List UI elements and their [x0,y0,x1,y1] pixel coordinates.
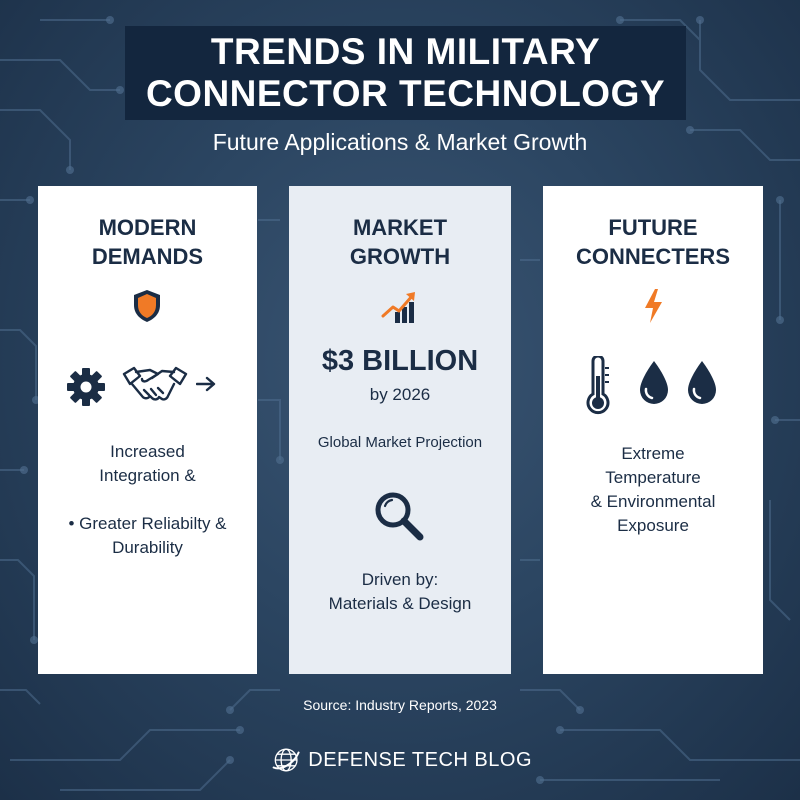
market-value-year: by 2026 [369,385,431,404]
modern-heading-line2: DEMANDS [91,244,204,269]
modern-point-1-line1: Increased [110,442,185,461]
water-drop-icon [640,361,668,404]
market-drivers-line1: Driven by: [361,570,439,589]
thermometer-icon [586,356,610,415]
future-connecters-heading: FUTURE CONNECTERS [543,213,763,271]
market-growth-card: MARKET GROWTH $3 BILLION by 2026 Global … [289,186,511,674]
market-heading-line2: GROWTH [349,244,451,269]
page-title-line2: CONNECTOR TECHNOLOGY [145,73,666,114]
future-heading-line2: CONNECTERS [575,244,730,269]
market-drivers: Driven by: Materials & Design [289,568,511,616]
market-projection-label: Global Market Projection [317,434,483,451]
market-value: $3 BILLION [321,345,479,377]
arrow-right-icon [196,376,216,392]
future-description-line2: Temperature [605,468,701,487]
market-drivers-line2: Materials & Design [328,594,472,613]
handshake-icon [122,366,188,401]
future-description: Extreme Temperature & Environmental Expo… [543,442,763,538]
water-drop-icon [688,361,716,404]
modern-point-1: Increased Integration & [38,440,257,488]
future-connecters-card: FUTURE CONNECTERS Extreme Temperature & … [543,186,763,674]
modern-demands-card: MODERN DEMANDS [38,186,257,674]
market-heading-line1: MARKET [352,215,448,240]
gear-icon [67,368,105,406]
brand-name: DEFENSE TECH BLOG [308,748,532,771]
future-description-line4: Exposure [617,516,689,535]
lightning-icon [645,289,662,323]
page-subtitle: Future Applications & Market Growth [212,129,588,155]
modern-point-1-line2: Integration & [99,466,196,485]
brand-logo: DEFENSE TECH BLOG [272,743,532,777]
modern-point-2: • Greater Reliabilty & Durability [38,512,257,560]
modern-heading-line1: MODERN [98,215,197,240]
title-banner: TRENDS IN MILITARY CONNECTOR TECHNOLOGY [125,26,686,120]
modern-demands-heading: MODERN DEMANDS [38,213,257,271]
future-heading-line1: FUTURE [608,215,698,240]
modern-point-2-line1: • Greater Reliabilty & [68,514,227,533]
page-title-line1: TRENDS IN MILITARY [210,31,601,72]
globe-icon [272,748,300,772]
source-note: Source: Industry Reports, 2023 [303,697,497,713]
growth-chart-icon [381,292,415,323]
modern-point-2-line2: Durability [112,538,183,557]
market-growth-heading: MARKET GROWTH [289,213,511,271]
magnifier-icon [375,492,424,541]
shield-icon [134,290,160,322]
future-description-line3: & Environmental [590,492,716,511]
future-description-line1: Extreme [621,444,685,463]
